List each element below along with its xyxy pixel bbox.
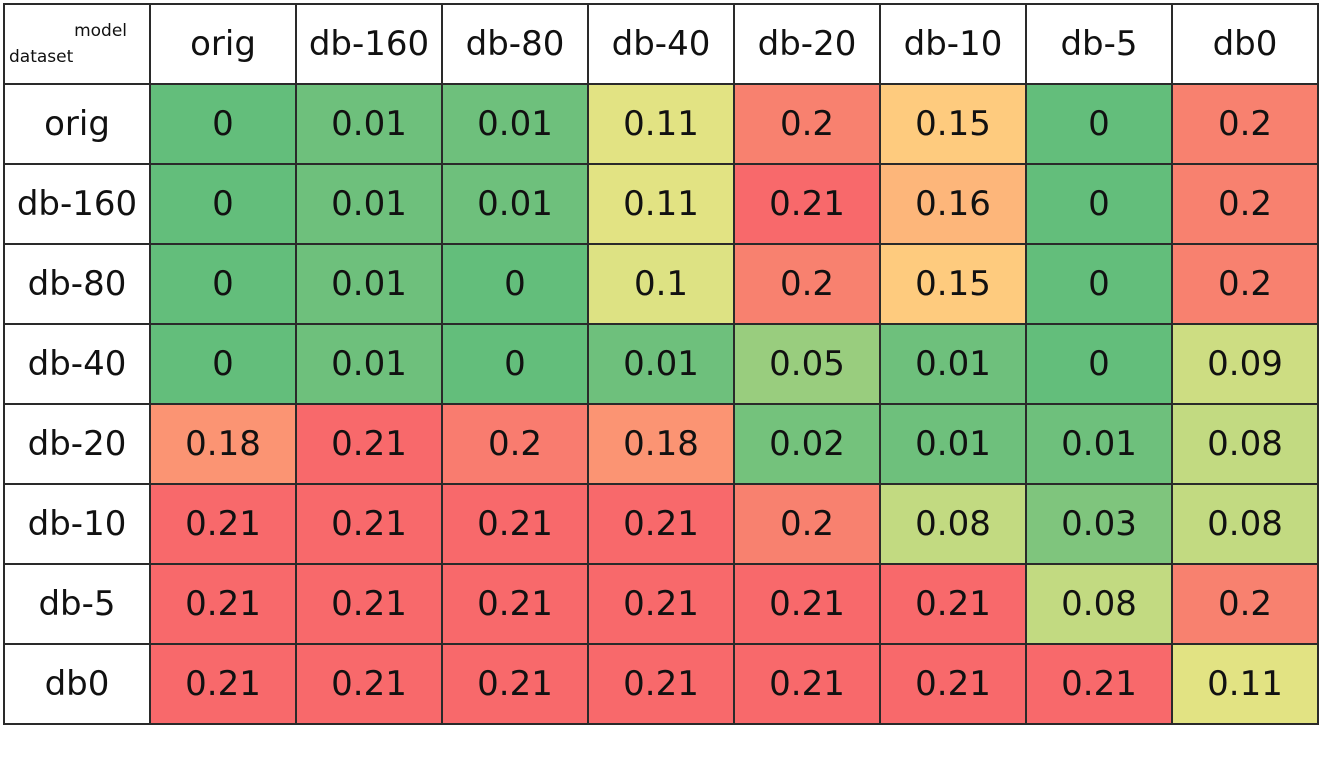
heatmap-cell: 0.21 bbox=[441, 563, 589, 645]
column-header-row: model dataset orig db-160 db-80 db-40 db-20 d… bbox=[3, 3, 1319, 85]
row-header-db-10: db-10 bbox=[3, 483, 151, 565]
table-row: db-160 0 0.01 0.01 0.11 0.21 0.16 0 0.2 bbox=[3, 163, 1319, 245]
row-header-db-20: db-20 bbox=[3, 403, 151, 485]
heatmap-cell: 0 bbox=[1025, 243, 1173, 325]
heatmap-cell: 0.21 bbox=[587, 563, 735, 645]
heatmap-cell: 0.01 bbox=[587, 323, 735, 405]
heatmap-cell: 0.2 bbox=[1171, 563, 1319, 645]
heatmap-cell: 0.21 bbox=[879, 643, 1027, 725]
heatmap-cell: 0.2 bbox=[733, 83, 881, 165]
heatmap-cell: 0 bbox=[441, 323, 589, 405]
table-row: db-80 0 0.01 0 0.1 0.2 0.15 0 0.2 bbox=[3, 243, 1319, 325]
table-row: db-5 0.21 0.21 0.21 0.21 0.21 0.21 0.08 0.2 bbox=[3, 563, 1319, 645]
column-header-db-80: db-80 bbox=[441, 3, 589, 85]
heatmap-cell: 0 bbox=[1025, 323, 1173, 405]
heatmap-cell: 0.21 bbox=[149, 483, 297, 565]
heatmap-cell: 0.21 bbox=[587, 643, 735, 725]
row-header-db0: db0 bbox=[3, 643, 151, 725]
heatmap-cell: 0.16 bbox=[879, 163, 1027, 245]
heatmap-cell: 0.21 bbox=[733, 643, 881, 725]
heatmap-cell: 0.21 bbox=[295, 403, 443, 485]
heatmap-cell: 0.01 bbox=[295, 163, 443, 245]
column-header-db-5: db-5 bbox=[1025, 3, 1173, 85]
corner-cell: model dataset bbox=[3, 3, 151, 85]
heatmap-cell: 0.21 bbox=[295, 563, 443, 645]
heatmap-cell: 0.18 bbox=[149, 403, 297, 485]
row-header-db-5: db-5 bbox=[3, 563, 151, 645]
heatmap-cell: 0.01 bbox=[1025, 403, 1173, 485]
row-header-db-80: db-80 bbox=[3, 243, 151, 325]
heatmap-table: model dataset orig db-160 db-80 db-40 db-20 d… bbox=[3, 3, 1319, 725]
heatmap-cell: 0.2 bbox=[733, 243, 881, 325]
heatmap-cell: 0 bbox=[149, 243, 297, 325]
heatmap-cell: 0.08 bbox=[879, 483, 1027, 565]
heatmap-cell: 0.18 bbox=[587, 403, 735, 485]
heatmap-cell: 0.2 bbox=[1171, 243, 1319, 325]
heatmap-cell: 0.2 bbox=[441, 403, 589, 485]
heatmap-cell: 0.01 bbox=[295, 323, 443, 405]
heatmap-cell: 0 bbox=[149, 83, 297, 165]
heatmap-cell: 0.15 bbox=[879, 83, 1027, 165]
heatmap-cell: 0 bbox=[441, 243, 589, 325]
heatmap-cell: 0.21 bbox=[441, 643, 589, 725]
table-row: orig 0 0.01 0.01 0.11 0.2 0.15 0 0.2 bbox=[3, 83, 1319, 165]
row-header-db-40: db-40 bbox=[3, 323, 151, 405]
heatmap-cell: 0.21 bbox=[1025, 643, 1173, 725]
heatmap-cell: 0.21 bbox=[879, 563, 1027, 645]
heatmap-cell: 0.21 bbox=[149, 643, 297, 725]
heatmap-cell: 0.08 bbox=[1171, 483, 1319, 565]
heatmap-cell: 0.1 bbox=[587, 243, 735, 325]
heatmap-cell: 0 bbox=[149, 323, 297, 405]
heatmap-cell: 0.08 bbox=[1171, 403, 1319, 485]
heatmap-cell: 0.21 bbox=[733, 563, 881, 645]
table-row: db0 0.21 0.21 0.21 0.21 0.21 0.21 0.21 0.11 bbox=[3, 643, 1319, 725]
heatmap-cell: 0.09 bbox=[1171, 323, 1319, 405]
heatmap-cell: 0.03 bbox=[1025, 483, 1173, 565]
heatmap-cell: 0.08 bbox=[1025, 563, 1173, 645]
heatmap-cell: 0.2 bbox=[733, 483, 881, 565]
heatmap-cell: 0 bbox=[1025, 163, 1173, 245]
heatmap-body: orig 0 0.01 0.01 0.11 0.2 0.15 0 0.2 db-160 0 0.01 0… bbox=[3, 83, 1319, 725]
heatmap-cell: 0.01 bbox=[441, 163, 589, 245]
heatmap-cell: 0.02 bbox=[733, 403, 881, 485]
heatmap-cell: 0.01 bbox=[879, 323, 1027, 405]
heatmap-cell: 0.21 bbox=[149, 563, 297, 645]
column-header-db-160: db-160 bbox=[295, 3, 443, 85]
heatmap-cell: 0.21 bbox=[733, 163, 881, 245]
heatmap-cell: 0.21 bbox=[295, 643, 443, 725]
column-header-db-10: db-10 bbox=[879, 3, 1027, 85]
heatmap-cell: 0.11 bbox=[587, 163, 735, 245]
table-row: db-40 0 0.01 0 0.01 0.05 0.01 0 0.09 bbox=[3, 323, 1319, 405]
row-header-db-160: db-160 bbox=[3, 163, 151, 245]
heatmap-cell: 0.21 bbox=[295, 483, 443, 565]
heatmap-cell: 0.11 bbox=[1171, 643, 1319, 725]
heatmap-cell: 0.01 bbox=[295, 83, 443, 165]
row-axis-label: dataset bbox=[9, 47, 74, 67]
heatmap-cell: 0.2 bbox=[1171, 163, 1319, 245]
column-header-db-40: db-40 bbox=[587, 3, 735, 85]
heatmap-cell: 0.2 bbox=[1171, 83, 1319, 165]
table-row: db-20 0.18 0.21 0.2 0.18 0.02 0.01 0.01 0.08 bbox=[3, 403, 1319, 485]
heatmap-cell: 0.21 bbox=[587, 483, 735, 565]
heatmap-cell: 0 bbox=[1025, 83, 1173, 165]
column-header-db0: db0 bbox=[1171, 3, 1319, 85]
column-axis-label: model bbox=[74, 21, 127, 41]
table-row: db-10 0.21 0.21 0.21 0.21 0.2 0.08 0.03 0.08 bbox=[3, 483, 1319, 565]
heatmap-cell: 0.01 bbox=[295, 243, 443, 325]
heatmap-cell: 0 bbox=[149, 163, 297, 245]
heatmap-cell: 0.21 bbox=[441, 483, 589, 565]
column-header-db-20: db-20 bbox=[733, 3, 881, 85]
heatmap-cell: 0.01 bbox=[879, 403, 1027, 485]
heatmap-cell: 0.11 bbox=[587, 83, 735, 165]
column-header-orig: orig bbox=[149, 3, 297, 85]
heatmap-cell: 0.01 bbox=[441, 83, 589, 165]
heatmap-cell: 0.05 bbox=[733, 323, 881, 405]
heatmap-cell: 0.15 bbox=[879, 243, 1027, 325]
row-header-orig: orig bbox=[3, 83, 151, 165]
